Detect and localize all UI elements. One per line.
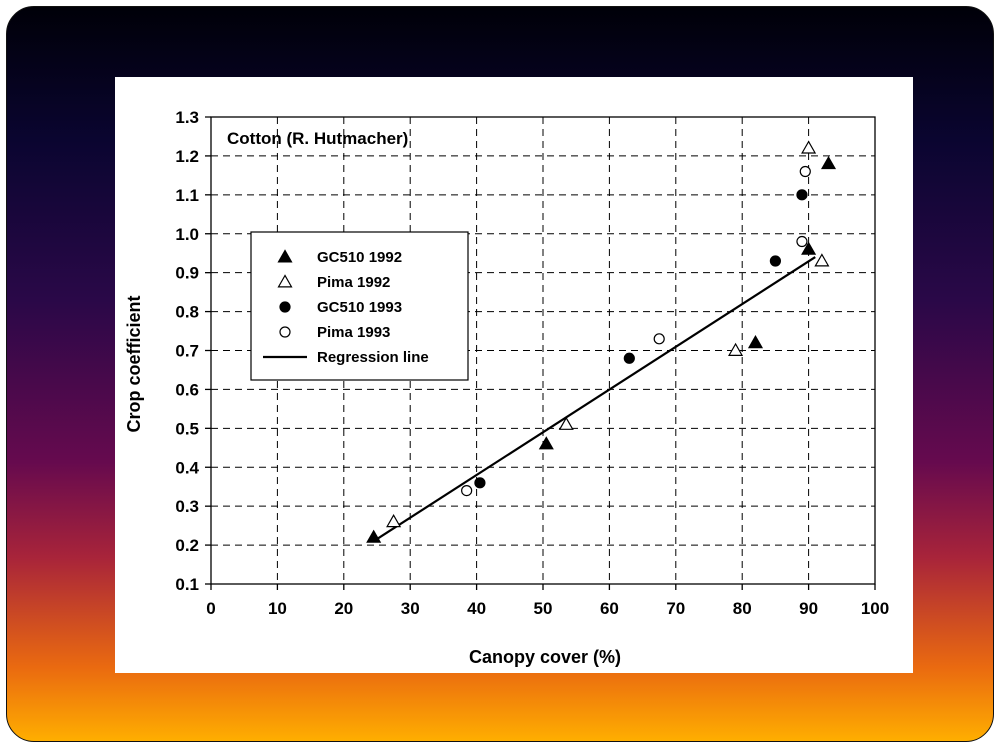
point-gc510-1992 bbox=[801, 241, 817, 255]
y-tick-label: 0.3 bbox=[175, 497, 199, 516]
y-tick-label: 0.8 bbox=[175, 303, 199, 322]
y-tick-label: 1.2 bbox=[175, 147, 199, 166]
point-gc510-1993 bbox=[474, 477, 486, 489]
x-tick-label: 80 bbox=[733, 599, 752, 618]
legend-swatch-pima-1992 bbox=[277, 274, 293, 288]
x-tick-label: 70 bbox=[666, 599, 685, 618]
scatter-chart: 0 10 20 30 40 50 60 70 80 90 100 0.1 0.2 0.3 0.4 0.5 0.6… bbox=[124, 108, 889, 667]
point-gc510-1992 bbox=[538, 436, 554, 450]
legend-label-pima-1992: Pima 1992 bbox=[317, 274, 390, 291]
x-tick-label: 30 bbox=[401, 599, 420, 618]
point-pima-1992 bbox=[386, 514, 402, 528]
y-tick-label: 0.7 bbox=[175, 342, 199, 361]
point-pima-1992 bbox=[558, 416, 574, 430]
y-tick-label: 0.6 bbox=[175, 380, 199, 399]
point-pima-1993 bbox=[799, 165, 811, 178]
y-tick-label: 0.4 bbox=[175, 458, 199, 477]
legend-label-gc510-1992: GC510 1992 bbox=[317, 249, 402, 266]
y-tick-label: 1.1 bbox=[175, 186, 199, 205]
x-tick-label: 40 bbox=[467, 599, 486, 618]
y-axis-title: Crop coefficient bbox=[124, 295, 144, 432]
point-gc510-1992 bbox=[747, 335, 764, 349]
point-gc510-1993 bbox=[623, 352, 635, 364]
slide-background: 0 10 20 30 40 50 60 70 80 90 100 0.1 0.2 0.3 0.4 0.5 0.6… bbox=[6, 6, 994, 742]
x-tick-label: 60 bbox=[600, 599, 619, 618]
point-pima-1992 bbox=[814, 253, 830, 267]
point-gc510-1992 bbox=[820, 155, 837, 170]
y-tick-label: 0.5 bbox=[175, 419, 199, 438]
y-tick-label: 1.0 bbox=[175, 225, 199, 244]
chart-annotation: Cotton (R. Hutmacher) bbox=[227, 129, 408, 148]
point-pima-1992 bbox=[728, 342, 744, 356]
data-points bbox=[366, 140, 837, 543]
x-tick-label: 100 bbox=[861, 599, 889, 618]
y-tick-label: 0.1 bbox=[175, 575, 199, 594]
point-gc510-1993 bbox=[769, 255, 782, 267]
legend-label-pima-1993: Pima 1993 bbox=[317, 324, 390, 341]
legend-swatch-pima-1993 bbox=[279, 326, 291, 338]
point-pima-1993 bbox=[796, 235, 808, 248]
y-tick-label: 0.9 bbox=[175, 264, 199, 283]
legend-label-regression-line: Regression line bbox=[317, 349, 429, 366]
point-pima-1992 bbox=[801, 140, 817, 154]
legend-swatch-gc510-1993 bbox=[279, 301, 291, 313]
point-gc510-1992 bbox=[366, 529, 382, 543]
axes: 0 10 20 30 40 50 60 70 80 90 100 0.1 0.2 0.3 0.4 0.5 0.6… bbox=[175, 108, 889, 618]
legend: GC510 1992 Pima 1992 GC510 1993 Pima 1993 Re… bbox=[250, 231, 469, 381]
y-tick-label: 0.2 bbox=[175, 536, 199, 555]
chart-panel: 0 10 20 30 40 50 60 70 80 90 100 0.1 0.2 0.3 0.4 0.5 0.6… bbox=[115, 77, 913, 673]
x-tick-label: 0 bbox=[206, 599, 215, 618]
legend-label-gc510-1993: GC510 1993 bbox=[317, 299, 402, 316]
point-pima-1993 bbox=[461, 485, 473, 497]
x-tick-label: 90 bbox=[799, 599, 818, 618]
point-pima-1993 bbox=[653, 333, 665, 345]
regression-line bbox=[373, 256, 816, 543]
y-tick-label: 1.3 bbox=[175, 108, 199, 127]
x-tick-label: 50 bbox=[534, 599, 553, 618]
x-axis-title: Canopy cover (%) bbox=[469, 647, 621, 667]
x-tick-label: 20 bbox=[334, 599, 353, 618]
legend-swatch-gc510-1992 bbox=[277, 249, 293, 263]
point-gc510-1993 bbox=[796, 189, 808, 201]
x-tick-label: 10 bbox=[268, 599, 287, 618]
